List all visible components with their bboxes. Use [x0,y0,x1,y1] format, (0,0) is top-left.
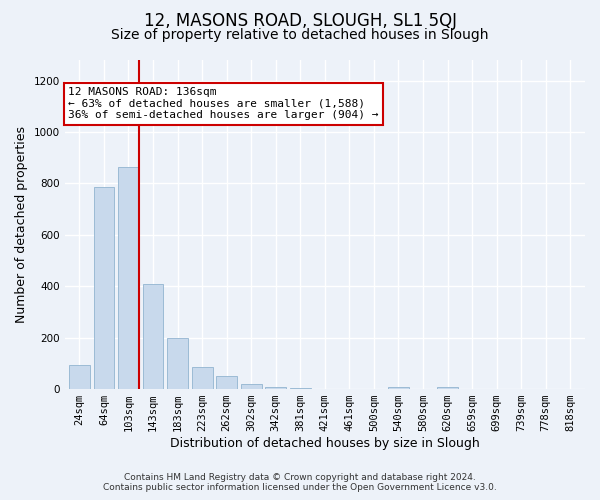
Text: Contains HM Land Registry data © Crown copyright and database right 2024.
Contai: Contains HM Land Registry data © Crown c… [103,473,497,492]
Bar [94,188,115,389]
Bar [216,376,237,389]
Bar [191,367,212,389]
Bar [241,384,262,389]
Bar [69,364,90,389]
X-axis label: Distribution of detached houses by size in Slough: Distribution of detached houses by size … [170,437,480,450]
Bar [118,168,139,389]
Text: Size of property relative to detached houses in Slough: Size of property relative to detached ho… [111,28,489,42]
Text: 12 MASONS ROAD: 136sqm
← 63% of detached houses are smaller (1,588)
36% of semi-: 12 MASONS ROAD: 136sqm ← 63% of detached… [68,87,379,120]
Y-axis label: Number of detached properties: Number of detached properties [15,126,28,323]
Bar [290,388,311,389]
Bar [265,387,286,389]
Bar [167,338,188,389]
Text: 12, MASONS ROAD, SLOUGH, SL1 5QJ: 12, MASONS ROAD, SLOUGH, SL1 5QJ [143,12,457,30]
Bar [437,387,458,389]
Bar [143,284,163,389]
Bar [388,387,409,389]
